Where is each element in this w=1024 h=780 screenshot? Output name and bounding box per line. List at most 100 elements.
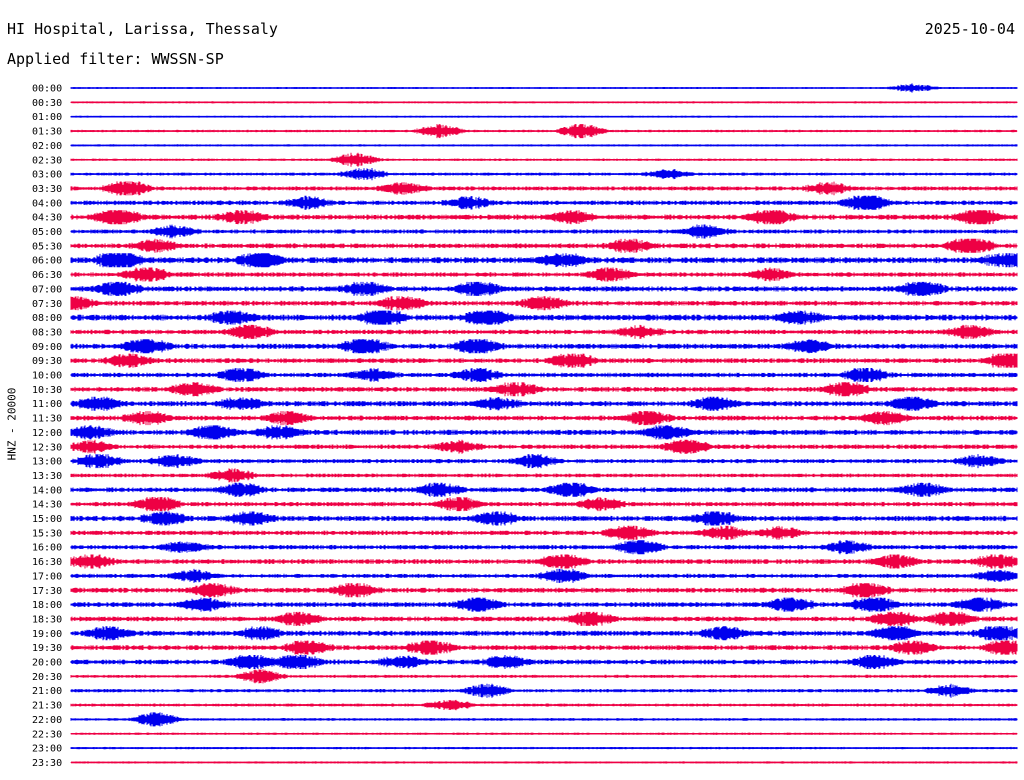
trace-1630 bbox=[70, 554, 1018, 569]
trace-1400 bbox=[70, 482, 1018, 497]
row-label-0430: 04:30 bbox=[32, 213, 62, 224]
trace-2300 bbox=[70, 746, 1018, 750]
trace-1300 bbox=[70, 454, 1018, 469]
row-label-1330: 13:30 bbox=[32, 471, 62, 482]
row-label-0400: 04:00 bbox=[32, 198, 62, 209]
trace-2030 bbox=[70, 669, 1018, 684]
trace-1900 bbox=[70, 626, 1018, 641]
row-label-0530: 05:30 bbox=[32, 241, 62, 252]
filter-label: Applied filter: WWSSN-SP bbox=[7, 50, 224, 68]
trace-0630 bbox=[70, 267, 1018, 282]
row-label-0830: 08:30 bbox=[32, 327, 62, 338]
row-label-2200: 22:00 bbox=[32, 715, 62, 726]
row-label-0800: 08:00 bbox=[32, 313, 62, 324]
trace-0330 bbox=[70, 181, 1018, 196]
trace-0030 bbox=[70, 101, 1018, 104]
row-label-2000: 20:00 bbox=[32, 658, 62, 669]
trace-2130 bbox=[70, 699, 1018, 711]
trace-1030 bbox=[70, 382, 1018, 397]
row-label-1000: 10:00 bbox=[32, 371, 62, 382]
trace-2200 bbox=[70, 712, 1018, 727]
trace-0200 bbox=[70, 144, 1018, 147]
trace-0100 bbox=[70, 115, 1018, 118]
row-label-0230: 02:30 bbox=[32, 155, 62, 166]
trace-0500 bbox=[70, 224, 1018, 239]
trace-1930 bbox=[70, 640, 1018, 655]
trace-0800 bbox=[70, 310, 1018, 325]
row-label-0000: 00:00 bbox=[32, 84, 62, 95]
trace-0930 bbox=[70, 353, 1018, 368]
trace-0530 bbox=[70, 238, 1018, 253]
trace-0700 bbox=[70, 281, 1018, 296]
row-label-0730: 07:30 bbox=[32, 299, 62, 310]
trace-1130 bbox=[70, 411, 1018, 426]
record-date: 2025-10-04 bbox=[924, 20, 1015, 38]
trace-0130 bbox=[70, 124, 1018, 139]
row-label-0630: 06:30 bbox=[32, 270, 62, 281]
trace-0000 bbox=[70, 83, 1018, 93]
row-label-1600: 16:00 bbox=[32, 543, 62, 554]
trace-0430 bbox=[70, 210, 1018, 225]
trace-0300 bbox=[70, 168, 1018, 181]
trace-1700 bbox=[70, 568, 1018, 583]
trace-0900 bbox=[70, 339, 1018, 354]
trace-2100 bbox=[70, 683, 1018, 698]
row-label-2230: 22:30 bbox=[32, 729, 62, 740]
row-label-1630: 16:30 bbox=[32, 557, 62, 568]
row-label-1500: 15:00 bbox=[32, 514, 62, 525]
row-label-1030: 10:30 bbox=[32, 385, 62, 396]
row-label-1100: 11:00 bbox=[32, 399, 62, 410]
row-label-2030: 20:30 bbox=[32, 672, 62, 683]
row-label-2130: 21:30 bbox=[32, 701, 62, 712]
row-label-1930: 19:30 bbox=[32, 643, 62, 654]
row-label-1530: 15:30 bbox=[32, 528, 62, 539]
trace-0400 bbox=[70, 195, 1018, 210]
row-label-0330: 03:30 bbox=[32, 184, 62, 195]
row-label-1300: 13:00 bbox=[32, 457, 62, 468]
row-label-0300: 03:00 bbox=[32, 170, 62, 181]
row-label-0130: 01:30 bbox=[32, 127, 62, 138]
row-label-0900: 09:00 bbox=[32, 342, 62, 353]
trace-0730 bbox=[70, 296, 1018, 311]
trace-1730 bbox=[70, 583, 1018, 598]
row-label-1800: 18:00 bbox=[32, 600, 62, 611]
row-label-0200: 02:00 bbox=[32, 141, 62, 152]
row-label-1200: 12:00 bbox=[32, 428, 62, 439]
trace-1200 bbox=[70, 425, 1018, 440]
row-label-1830: 18:30 bbox=[32, 614, 62, 625]
trace-1800 bbox=[70, 597, 1018, 612]
trace-1600 bbox=[70, 540, 1018, 555]
row-label-2100: 21:00 bbox=[32, 686, 62, 697]
trace-0600 bbox=[70, 253, 1018, 268]
trace-1500 bbox=[70, 511, 1018, 526]
row-label-0600: 06:00 bbox=[32, 256, 62, 267]
row-label-1730: 17:30 bbox=[32, 586, 62, 597]
row-label-0700: 07:00 bbox=[32, 284, 62, 295]
trace-0830 bbox=[70, 324, 1018, 339]
trace-1530 bbox=[70, 525, 1018, 540]
row-label-2300: 23:00 bbox=[32, 744, 62, 755]
row-label-1900: 19:00 bbox=[32, 629, 62, 640]
trace-1430 bbox=[70, 497, 1018, 512]
trace-1230 bbox=[70, 439, 1018, 454]
row-label-2330: 23:30 bbox=[32, 758, 62, 769]
trace-1330 bbox=[70, 468, 1018, 483]
trace-2230 bbox=[70, 732, 1018, 735]
trace-2330 bbox=[70, 761, 1018, 764]
station-title: HI Hospital, Larissa, Thessaly bbox=[7, 20, 278, 38]
row-label-1230: 12:30 bbox=[32, 442, 62, 453]
trace-1100 bbox=[70, 396, 1018, 411]
row-label-0500: 05:00 bbox=[32, 227, 62, 238]
row-label-1400: 14:00 bbox=[32, 485, 62, 496]
row-label-0930: 09:30 bbox=[32, 356, 62, 367]
row-label-1430: 14:30 bbox=[32, 500, 62, 511]
trace-1000 bbox=[70, 368, 1018, 382]
row-label-0100: 01:00 bbox=[32, 112, 62, 123]
row-label-0030: 00:30 bbox=[32, 98, 62, 109]
row-label-1700: 17:00 bbox=[32, 571, 62, 582]
row-label-1130: 11:30 bbox=[32, 414, 62, 425]
trace-2000 bbox=[70, 655, 1018, 669]
trace-0230 bbox=[70, 152, 1018, 167]
trace-1830 bbox=[70, 611, 1018, 626]
